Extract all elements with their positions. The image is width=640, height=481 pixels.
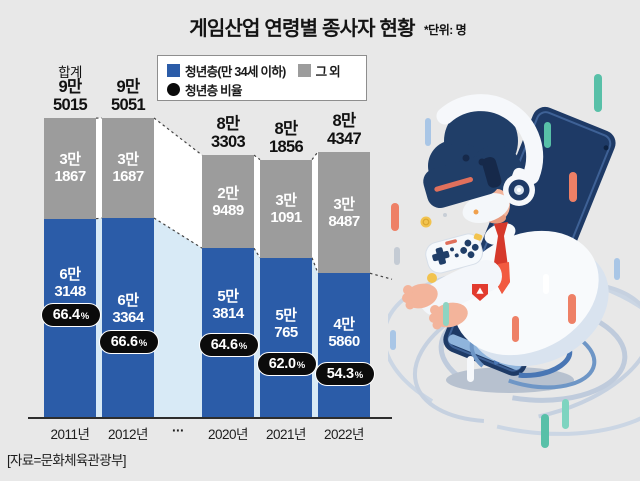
legend: 청년층(만 34세 이하) 그 외 청년층 비율 <box>157 55 367 101</box>
dashed-connector-split <box>95 217 103 220</box>
x-axis-label: 2020년 <box>208 427 248 442</box>
arm-sleeve <box>420 260 502 316</box>
legend-ratio-label: 청년층 비율 <box>185 84 242 98</box>
youth-value-label: 5만 765 <box>274 307 298 341</box>
x-axis-label: 2022년 <box>324 427 364 442</box>
legend-youth-swatch <box>167 64 180 77</box>
vr-gamer-illustration <box>388 74 640 448</box>
total-value-label: 9만 5051 <box>111 78 146 114</box>
vr-face-mask <box>462 193 510 223</box>
other-value-label: 3만 8487 <box>328 195 360 230</box>
youth-ratio-pill: 64.6% <box>199 333 259 357</box>
dashed-connector-top <box>311 151 319 161</box>
legend-row-1: 청년층(만 34세 이하) 그 외 <box>167 61 366 80</box>
gap-lower <box>154 218 202 418</box>
person <box>402 94 609 367</box>
youth-ratio-pill: 66.6% <box>99 330 159 354</box>
other-value-label: 3만 1867 <box>54 151 86 186</box>
other-value-label: 2만 9489 <box>212 184 244 219</box>
bar-other-segment <box>318 151 370 274</box>
total-value-label: 8만 1856 <box>269 119 304 156</box>
phone-camera-dot <box>603 145 609 151</box>
bar-other-segment <box>44 118 96 219</box>
legend-other-label: 그 외 <box>315 65 341 79</box>
other-value-label: 3만 1687 <box>112 151 144 185</box>
legend-ratio-swatch <box>167 83 180 96</box>
gap-upper <box>154 118 202 249</box>
gap-upper <box>254 155 260 258</box>
gap-upper <box>96 118 102 219</box>
vr-headset <box>423 155 502 209</box>
chart-title: 게임산업 연령별 종사자 현황 <box>189 18 415 40</box>
dashed-connector-split <box>153 217 203 249</box>
total-value-label: 8만 4347 <box>327 111 362 148</box>
dashed-connector-split <box>253 247 261 259</box>
x-axis-line <box>28 417 392 419</box>
x-axis-label: 2011년 <box>50 427 90 442</box>
legend-row-2: 청년층 비율 <box>167 80 366 99</box>
game-controller <box>425 233 483 274</box>
bar-other-segment <box>260 159 312 258</box>
other-value-label: 3만 1091 <box>270 191 302 226</box>
bar-youth-segment <box>318 273 370 418</box>
legend-other-swatch <box>297 64 311 77</box>
youth-ratio-pill: 54.3% <box>315 362 375 386</box>
youth-value-label: 6만 3364 <box>112 292 144 326</box>
decor-capsules <box>390 74 620 448</box>
bar-other-segment <box>102 118 154 218</box>
warning-shield <box>472 284 488 301</box>
youth-value-label: 4만 5860 <box>328 316 360 350</box>
legend-youth-label: 청년층(만 34세 이하) <box>185 65 286 79</box>
gap-lower <box>254 248 260 418</box>
coins <box>420 209 483 283</box>
total-value-label: 9만 5015 <box>53 78 88 115</box>
headphone-ear-cup <box>503 167 535 206</box>
total-prefix-label: 합계 <box>58 65 82 81</box>
youth-value-label: 5만 3814 <box>212 288 244 322</box>
unit-note: *단위: 명 <box>424 23 467 37</box>
youth-ratio-pill: 62.0% <box>257 352 317 376</box>
x-axis-label: 2021년 <box>266 427 306 442</box>
dashed-connector-top <box>253 154 261 161</box>
x-axis-gap-label: ··· <box>172 423 185 438</box>
gap-upper <box>312 151 318 274</box>
youth-value-label: 6만 3148 <box>54 266 86 300</box>
youth-ratio-pill: 66.4% <box>41 303 101 327</box>
dashed-connector-trailing <box>369 272 393 280</box>
hands <box>402 283 468 330</box>
x-axis-label: 2012년 <box>108 427 148 442</box>
bar-youth-segment <box>102 218 154 418</box>
source-credit: [자료=문화체육관광부] <box>7 453 126 468</box>
bar-other-segment <box>202 155 254 249</box>
dashed-connector-top <box>153 117 203 156</box>
bar-youth-segment <box>260 257 312 418</box>
headphones-band <box>436 94 544 185</box>
total-value-label: 8만 3303 <box>211 115 246 152</box>
